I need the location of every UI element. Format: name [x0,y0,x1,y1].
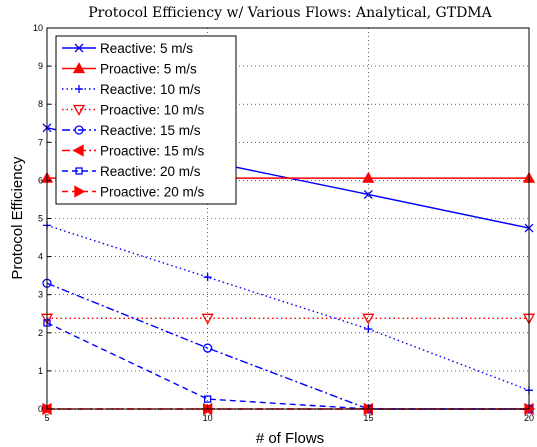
data-point-marker [74,43,84,53]
legend-entry: Proactive: 5 m/s [62,62,197,77]
data-point-marker [203,343,213,353]
series-7 [43,319,533,413]
data-point-marker [204,395,212,403]
y-tick-label: 9 [38,61,43,71]
series-5 [42,278,534,414]
series-line [46,224,530,391]
x-axis-label: # of Flows [256,430,324,447]
data-point-marker [72,104,86,116]
legend-entry: Reactive: 20 m/s [62,164,201,179]
y-tick-label: 4 [38,252,43,262]
legend-label: Reactive: 20 m/s [100,164,201,179]
y-tick-label: 6 [38,175,43,185]
data-point-marker [74,185,86,198]
data-point-marker [75,167,83,175]
data-point-marker [363,190,373,199]
series-3 [43,221,533,395]
y-tick-label: 0 [38,404,43,414]
series-line [46,322,529,410]
legend: Reactive: 5 m/s Proactive: 5 m/s Reactive:… [55,35,237,205]
data-point-marker [75,85,83,93]
y-axis-label: Protocol Efficiency [9,156,26,280]
legend-box [55,35,237,205]
x-tick-label: 5 [44,413,49,423]
legend-label: Proactive: 10 m/s [100,103,205,118]
legend-entry: Proactive: 15 m/s [62,144,205,159]
data-point-marker [74,125,84,135]
y-tick-label: 5 [38,214,43,224]
legend-label: Reactive: 10 m/s [100,82,201,97]
data-point-marker [72,62,86,74]
data-point-marker [364,324,373,333]
data-point-marker [72,144,84,157]
legend-label: Reactive: 15 m/s [100,123,201,138]
data-point-marker [203,273,212,282]
axis-ticks: 5 10 15 20 0 1 2 3 4 5 6 7 8 9 10 [33,23,534,423]
legend-label: Reactive: 5 m/s [100,41,193,56]
legend-label: Proactive: 15 m/s [100,144,205,159]
data-point-marker [362,171,375,183]
legend-entry: Proactive: 10 m/s [62,103,205,118]
x-tick-label: 15 [363,413,373,423]
series-line [46,282,529,410]
chart-title: Protocol Efficiency w/ Various Flows: An… [88,5,492,21]
data-point-marker [362,313,375,325]
legend-entry: Reactive: 10 m/s [62,82,201,97]
legend-entry: Proactive: 20 m/s [62,185,205,200]
legend-entry: Reactive: 5 m/s [62,41,193,56]
y-tick-label: 2 [38,328,43,338]
x-tick-label: 10 [203,413,213,423]
legend-entry: Reactive: 15 m/s [62,123,201,138]
y-tick-label: 7 [38,137,43,147]
legend-label: Proactive: 20 m/s [100,185,205,200]
x-tick-label: 20 [524,413,534,423]
y-tick-label: 8 [38,99,43,109]
y-tick-label: 1 [38,366,43,376]
y-tick-label: 10 [33,23,43,33]
y-tick-label: 3 [38,290,43,300]
legend-label: Proactive: 5 m/s [100,62,197,77]
data-point-marker [201,313,214,325]
series-4 [40,313,536,325]
